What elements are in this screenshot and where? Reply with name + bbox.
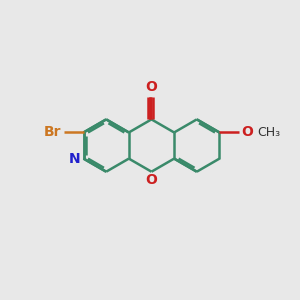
Text: N: N [68,152,80,166]
Text: O: O [242,125,253,140]
Text: O: O [146,80,158,94]
Text: O: O [146,173,158,187]
Text: Br: Br [44,125,61,140]
Text: CH₃: CH₃ [257,126,280,139]
